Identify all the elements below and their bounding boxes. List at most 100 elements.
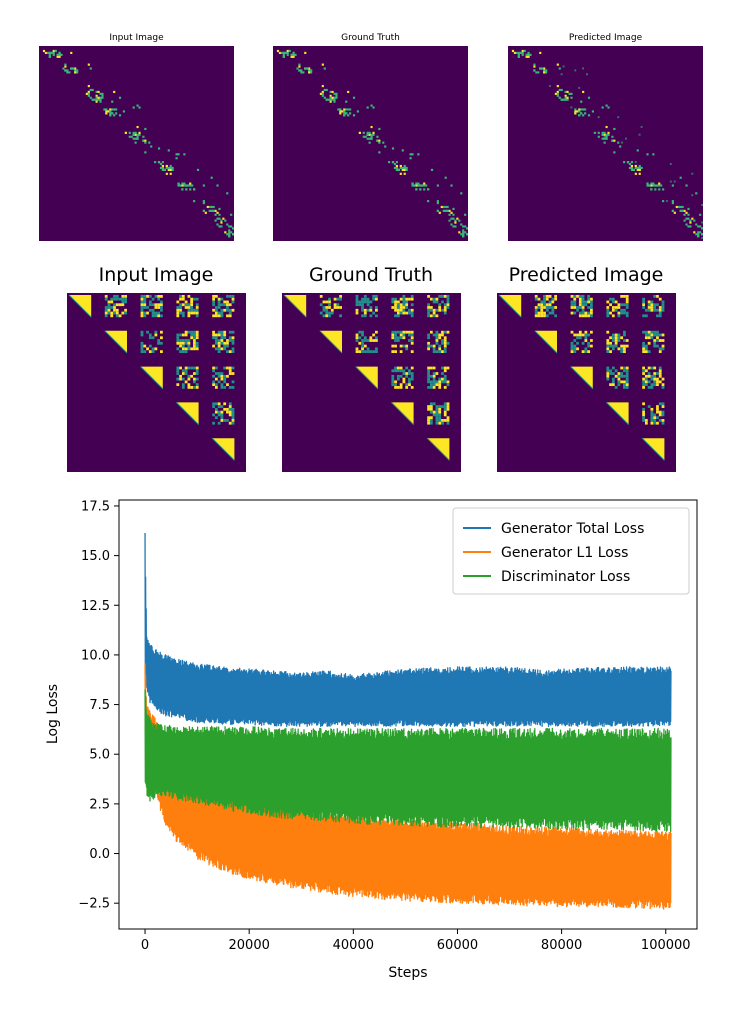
matrix-cell [443, 341, 447, 345]
matrix-cell [228, 311, 232, 315]
matrix-cell [410, 377, 414, 381]
matrix-cell [607, 106, 610, 109]
matrix-cell [614, 333, 618, 337]
matrix-cell [443, 308, 447, 312]
matrix-cell [647, 336, 651, 340]
matrix-cell [231, 350, 235, 353]
matrix-cell [184, 350, 188, 353]
matrix-cell [554, 306, 557, 309]
matrix-cell [228, 330, 232, 334]
matrix-cell [146, 347, 149, 351]
matrix-cell [410, 314, 414, 318]
matrix-cell [570, 341, 574, 345]
matrix-cell [325, 306, 329, 309]
matrix-cell [369, 306, 373, 309]
matrix-cell [154, 330, 158, 334]
matrix-cell [143, 311, 147, 315]
matrix-cell [578, 303, 582, 307]
matrix-cell [394, 333, 397, 337]
matrix-cell [671, 184, 674, 187]
y-axis-label: Log Loss [45, 684, 61, 744]
matrix-cell [118, 303, 122, 307]
matrix-cell [625, 295, 629, 298]
matrix-cell [140, 308, 144, 312]
matrix-cell [443, 407, 447, 411]
x-tick-label: 40000 [333, 938, 374, 953]
matrix-cell [296, 67, 299, 70]
matrix-cell [443, 402, 447, 406]
matrix-cell [176, 308, 180, 312]
matrix-cell [442, 205, 445, 209]
matrix-cell [630, 168, 633, 171]
matrix-cell [187, 303, 191, 307]
matrix-cell [148, 333, 152, 337]
matrix-cell [372, 131, 375, 134]
matrix-cell [435, 300, 439, 304]
matrix-cell [578, 295, 582, 298]
matrix-cell [429, 407, 433, 411]
matrix-cell [214, 347, 218, 351]
matrix-cell [212, 405, 215, 408]
matrix-cell [146, 306, 149, 309]
matrix-cell [576, 110, 579, 113]
matrix-cell [399, 333, 403, 337]
matrix-cell [632, 168, 635, 171]
matrix-cell [339, 112, 342, 115]
matrix-cell [220, 311, 224, 315]
matrix-cell [335, 94, 338, 97]
y-tick-label: 12.5 [81, 599, 110, 614]
matrix-cell [623, 333, 626, 337]
diagonal-block [534, 330, 557, 353]
matrix-cell [195, 344, 199, 348]
matrix-cell [220, 383, 224, 387]
matrix-cell [625, 377, 629, 381]
matrix-cell [625, 344, 629, 348]
matrix-cell [228, 366, 232, 370]
matrix-cell [423, 184, 426, 187]
matrix-cell [330, 308, 334, 312]
matrix-cell [124, 308, 127, 312]
matrix-cell [408, 377, 411, 381]
matrix-cell [95, 90, 98, 93]
matrix-cell [157, 147, 161, 150]
matrix-cell [214, 306, 218, 309]
matrix-cell [231, 295, 235, 298]
matrix-cell [570, 106, 573, 109]
matrix-cell [95, 94, 98, 97]
matrix-cell [435, 421, 439, 425]
matrix-cell [68, 71, 71, 74]
matrix-cell [545, 71, 548, 74]
matrix-cell [44, 51, 47, 54]
matrix-cell [143, 306, 147, 309]
matrix-cell [399, 306, 403, 309]
matrix-cell [614, 369, 618, 373]
matrix-cell [290, 55, 293, 58]
matrix-cell [402, 336, 406, 340]
matrix-cell [429, 419, 433, 422]
matrix-cell [647, 386, 651, 389]
matrix-cell [573, 339, 577, 342]
matrix-cell [396, 306, 400, 309]
matrix-cell [74, 71, 77, 74]
y-tick-label: 2.5 [89, 797, 110, 812]
matrix-cell [441, 341, 444, 345]
matrix-cell [545, 308, 549, 312]
matrix-cell [220, 410, 224, 414]
matrix-cell [584, 108, 587, 111]
matrix-cell [443, 380, 447, 384]
matrix-cell [642, 314, 645, 318]
matrix-cell [573, 311, 577, 315]
matrix-cell [458, 231, 461, 234]
matrix-cell [190, 386, 194, 389]
matrix-cell [683, 219, 686, 222]
matrix-cell [423, 188, 426, 191]
matrix-cell [578, 108, 581, 111]
matrix-cell [329, 96, 332, 99]
matrix-cell [415, 188, 418, 191]
matrix-cell [527, 51, 530, 54]
matrix-cell [444, 176, 447, 179]
matrix-cell [193, 311, 196, 315]
matrix-cell [611, 380, 615, 384]
matrix-cell [429, 366, 433, 370]
matrix-cell [195, 333, 199, 337]
